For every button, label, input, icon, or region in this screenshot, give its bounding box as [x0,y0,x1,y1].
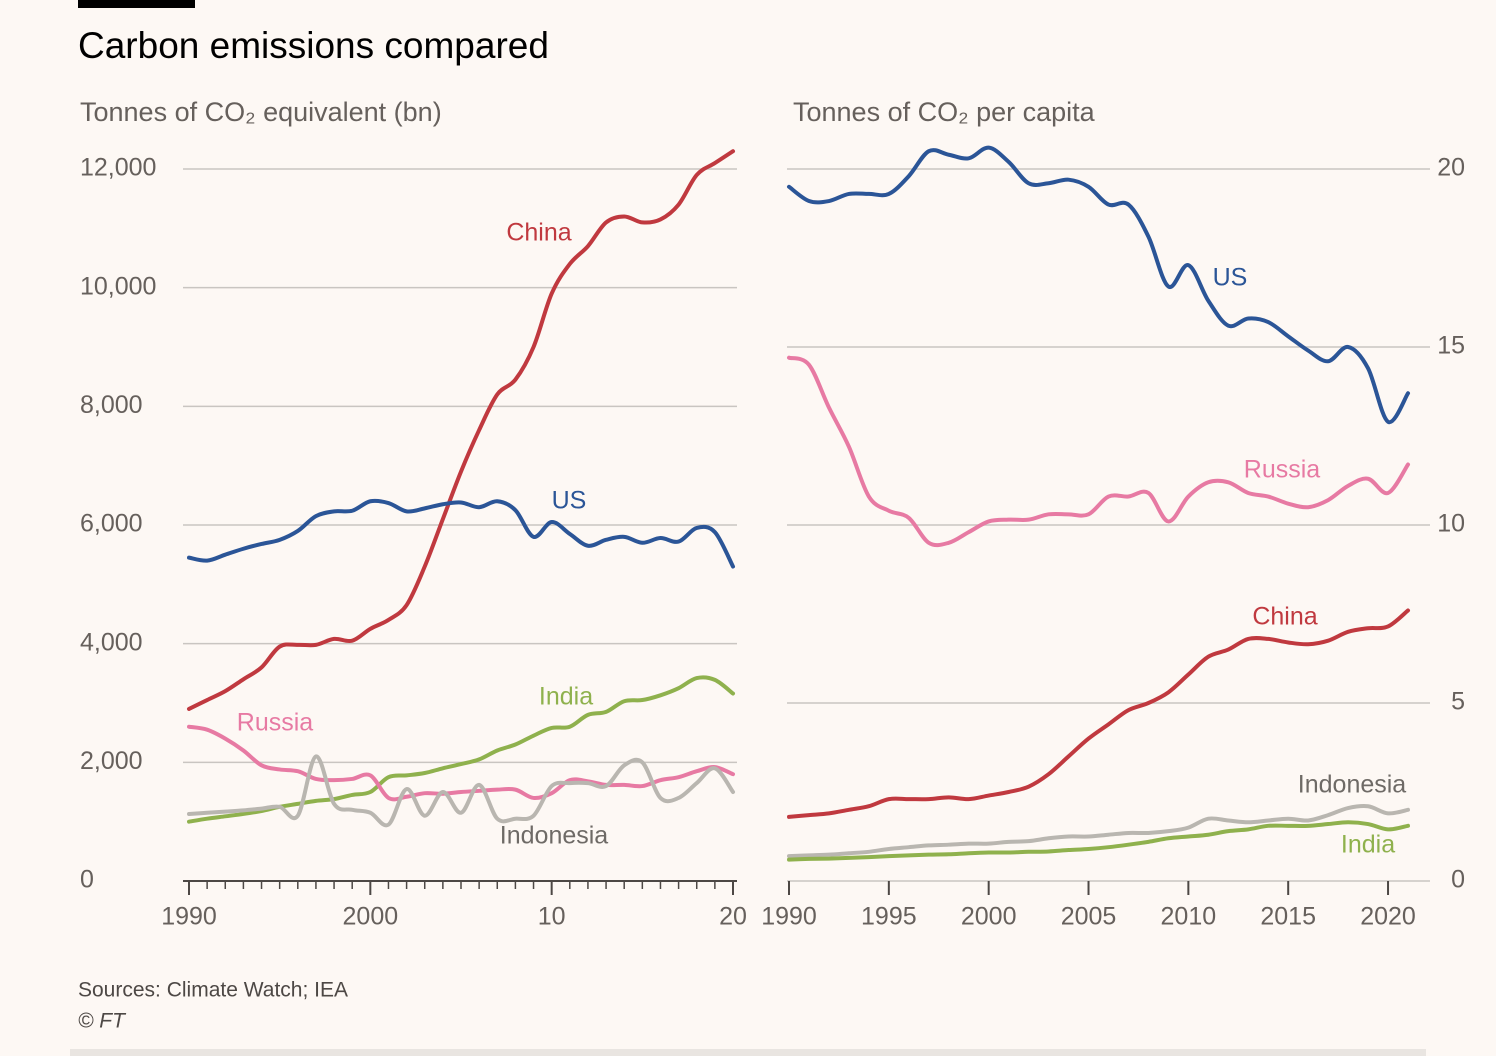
x-tick-label: 2000 [343,903,399,931]
series-line [187,149,735,711]
series-label: Indonesia [1298,771,1407,799]
y-tick-label: 15 [1437,332,1465,360]
source: Sources: Climate Watch; IEA [78,979,348,1002]
x-tick-label: 2005 [1061,903,1117,931]
y-tick-label: 10,000 [80,272,156,300]
y-tick-label: 4,000 [80,628,143,656]
series-label: Russia [1244,456,1321,484]
x-tick-label: 1990 [761,903,817,931]
y-tick-label: 0 [1451,866,1465,894]
subtitle: Tonnes of CO₂ per capita [793,97,1096,127]
series-label: Russia [237,709,314,737]
x-tick-label: 2015 [1260,903,1316,931]
series-label: US [552,487,587,515]
y-tick-label: 20 [1437,154,1465,182]
x-tick-label: 1995 [861,903,917,931]
credit: © FT [78,1010,127,1033]
y-tick-label: 2,000 [80,747,143,775]
y-tick-label: 10 [1437,510,1465,538]
x-tick-label: 1990 [161,903,217,931]
series-label: Indonesia [500,822,609,850]
y-tick-label: 0 [80,866,94,894]
series-line [787,145,1410,424]
y-tick-label: 8,000 [80,391,143,419]
series-label: India [1341,831,1395,859]
series-line [187,754,735,828]
series-label: India [539,683,593,711]
series-line [787,355,1410,548]
series-line [187,724,735,802]
series-label: China [506,219,571,247]
x-tick-label: 20 [719,903,747,931]
series-line [787,820,1410,862]
bottom-edge [70,1049,1426,1056]
x-tick-label: 2000 [961,903,1017,931]
y-tick-label: 6,000 [80,510,143,538]
y-tick-label: 5 [1451,688,1465,716]
x-tick-label: 2020 [1360,903,1416,931]
series-label: China [1252,603,1317,631]
brand-bar [78,0,195,8]
y-tick-label: 12,000 [80,154,156,182]
series-line [187,498,735,569]
chart-title: Carbon emissions compared [78,25,549,66]
x-tick-label: 10 [538,903,566,931]
subtitle: Tonnes of CO₂ equivalent (bn) [80,97,442,127]
x-tick-label: 2010 [1161,903,1217,931]
series-line [787,608,1410,819]
series-label: US [1213,264,1248,292]
series-line [787,803,1410,859]
